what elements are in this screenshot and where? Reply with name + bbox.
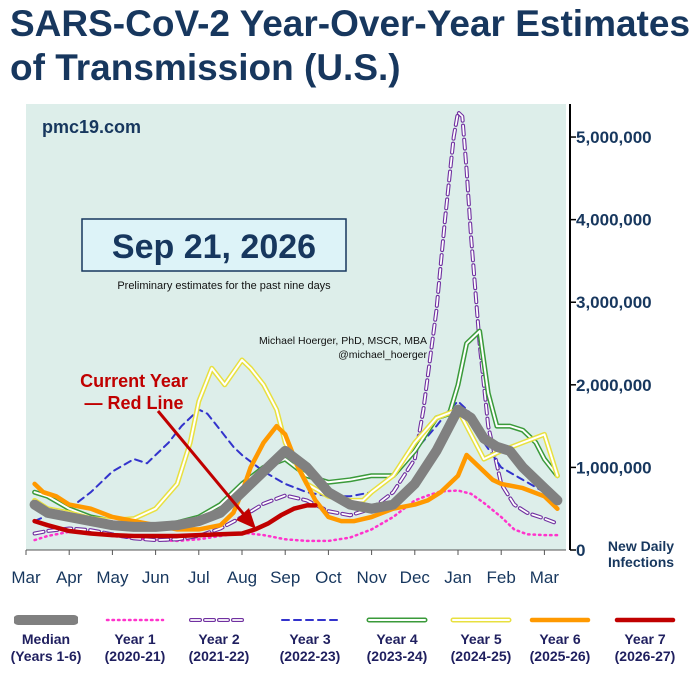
legend-years: (2022-23) xyxy=(279,648,341,664)
legend-label: Year 1 xyxy=(114,631,156,647)
legend-label: Year 5 xyxy=(460,631,502,647)
x-tick-label: Sep xyxy=(270,568,300,587)
y-axis-label-line-1: New Daily xyxy=(608,538,674,554)
x-tick-label: May xyxy=(96,568,129,587)
x-tick-label: Mar xyxy=(11,568,41,587)
legend: Median (Years 1-6) Year 1 (2020-21) Year 2 (2… xyxy=(0,612,692,672)
legend-years: (2025-26) xyxy=(529,648,591,664)
y-axis-label-line-2: Infections xyxy=(608,554,674,570)
callout-line-1: Current Year xyxy=(80,371,188,391)
legend-years: (2026-27) xyxy=(614,648,676,664)
x-axis: Mar Apr May Jun Jul Aug Sep Oct Nov Dec Jan Feb Mar xyxy=(11,549,566,587)
legend-years: (2020-21) xyxy=(104,648,166,664)
legend-swatch xyxy=(281,619,339,621)
series-y5 xyxy=(32,357,560,523)
legend-label: Year 6 xyxy=(539,631,581,647)
legend-label: Year 3 xyxy=(289,631,331,647)
legend-swatch xyxy=(614,617,676,623)
legend-years: (2023-24) xyxy=(366,648,428,664)
y-tick-label: 5,000,000 xyxy=(576,128,652,147)
x-tick-label: Aug xyxy=(227,568,257,587)
y-tick-label: 1,000,000 xyxy=(576,458,652,477)
series-line-median xyxy=(29,404,563,532)
legend-item-y2: Year 2 (2021-22) xyxy=(174,612,264,665)
legend-item-y4: Year 4 (2023-24) xyxy=(352,612,442,665)
x-tick-label: Feb xyxy=(487,568,516,587)
legend-swatch xyxy=(14,615,78,625)
series-y6 xyxy=(32,423,560,532)
series-line-y6 xyxy=(32,423,560,532)
date-badge-text: Sep 21, 2026 xyxy=(112,228,316,266)
legend-years: (2024-25) xyxy=(450,648,512,664)
legend-swatch xyxy=(529,617,591,623)
series-line-y7 xyxy=(32,503,318,539)
legend-label: Year 2 xyxy=(198,631,240,647)
preliminary-note: Preliminary estimates for the past nine … xyxy=(117,280,331,292)
series-line-y5 xyxy=(33,359,559,522)
legend-swatch xyxy=(366,617,428,623)
legend-item-median: Median (Years 1-6) xyxy=(1,612,91,665)
y-tick-label: 3,000,000 xyxy=(576,293,652,312)
site-label: pmc19.com xyxy=(42,117,141,137)
legend-years: (2021-22) xyxy=(188,648,250,664)
author-name: Michael Hoerger, PhD, MSCR, MBA xyxy=(259,335,427,347)
legend-swatch xyxy=(105,618,165,622)
date-badge: Sep 21, 2026 xyxy=(81,218,347,272)
series-median xyxy=(29,404,563,532)
series-y2 xyxy=(32,110,560,543)
date-badge-box xyxy=(81,218,347,272)
x-tick-label: Dec xyxy=(400,568,431,587)
legend-item-y5: Year 5 (2024-25) xyxy=(436,612,526,665)
y-tick-label: 4,000,000 xyxy=(576,211,652,230)
series-y7 xyxy=(32,503,318,539)
legend-label: Median xyxy=(21,631,71,647)
x-tick-label: Apr xyxy=(56,568,83,587)
y-tick-label: 0 xyxy=(576,541,585,560)
y-axis: 0 1,000,000 2,000,000 3,000,000 4,000,000 5,0… xyxy=(569,104,652,560)
callout-line-2: — Red Line xyxy=(84,393,183,413)
chart-title: SARS-CoV-2 Year-Over-Year Estimates of T… xyxy=(10,3,691,88)
series-line-y2 xyxy=(33,111,559,541)
x-tick-label: Nov xyxy=(356,568,387,587)
y-tick-label: 2,000,000 xyxy=(576,376,652,395)
x-tick-label: Mar xyxy=(530,568,560,587)
legend-label: Year 7 xyxy=(624,631,666,647)
legend-item-y1: Year 1 (2020-21) xyxy=(90,612,180,665)
callout-arrow-head xyxy=(236,508,256,529)
plot-area xyxy=(26,104,566,550)
legend-label: Year 4 xyxy=(376,631,418,647)
x-tick-label: Jan xyxy=(444,568,471,587)
callout-arrow-shaft xyxy=(156,410,248,518)
x-tick-label: Jul xyxy=(188,568,210,587)
x-tick-label: Jun xyxy=(142,568,169,587)
legend-swatch xyxy=(189,618,249,622)
series-layer xyxy=(29,110,563,543)
legend-years: (Years 1-6) xyxy=(10,648,82,664)
author-handle: @michael_hoerger xyxy=(338,349,427,361)
chart: Mar Apr May Jun Jul Aug Sep Oct Nov Dec Jan Feb Mar … xyxy=(11,104,674,587)
x-tick-label: Oct xyxy=(315,568,342,587)
legend-item-y3: Year 3 (2022-23) xyxy=(265,612,355,665)
legend-item-y6: Year 6 (2025-26) xyxy=(515,612,605,665)
legend-swatch xyxy=(450,617,512,623)
legend-item-y7: Year 7 (2026-27) xyxy=(600,612,690,665)
